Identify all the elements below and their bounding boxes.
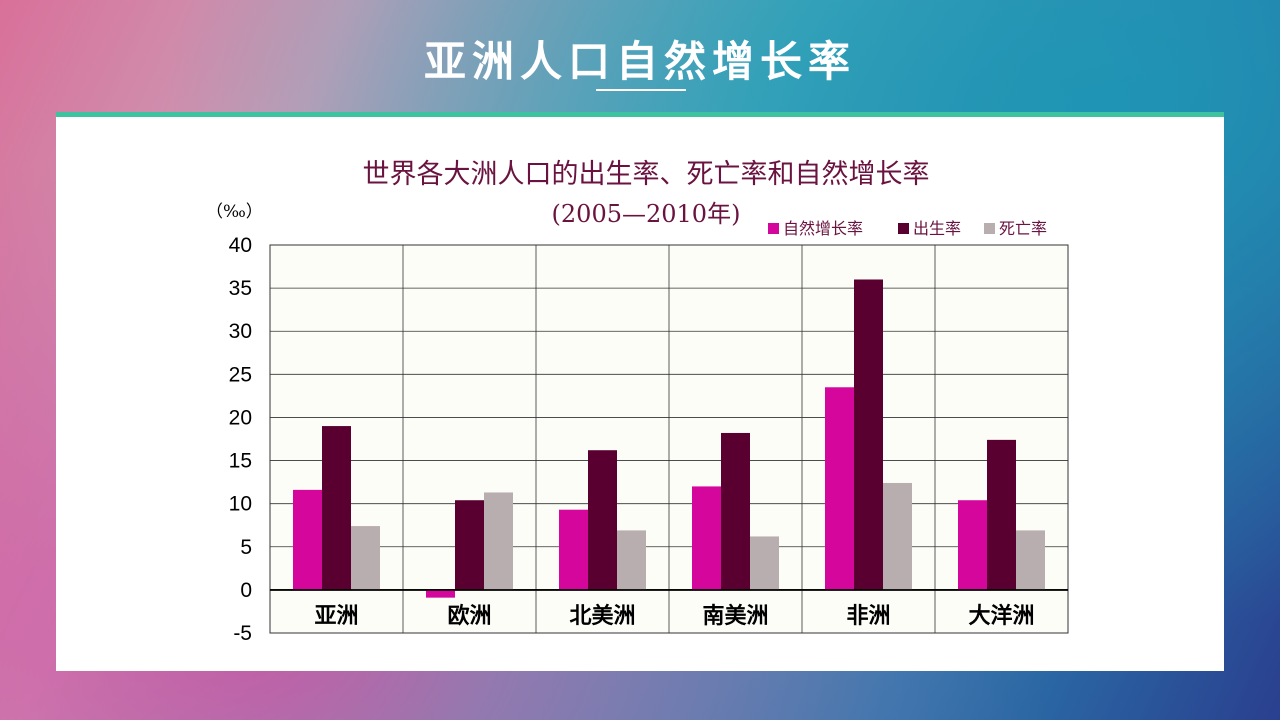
x-category-label: 欧洲: [447, 603, 491, 629]
bar-natural_growth-1: [426, 589, 455, 598]
bar-natural_growth-2: [559, 509, 588, 590]
x-category-label: 北美洲: [569, 603, 635, 629]
bar-birth-5: [987, 439, 1016, 590]
y-tick-label: 10: [229, 493, 252, 516]
title-underline: [596, 89, 686, 91]
bar-birth-1: [455, 500, 484, 590]
bar-death-0: [351, 526, 380, 590]
x-category-label: 非洲: [846, 603, 890, 629]
y-tick-label: 35: [229, 277, 252, 300]
y-tick-label: 30: [229, 320, 252, 343]
bar-birth-0: [322, 426, 351, 590]
bar-natural_growth-3: [692, 486, 721, 590]
legend-swatch-birth: [898, 223, 909, 234]
x-category-label: 亚洲: [314, 603, 358, 629]
chart-panel: 世界各大洲人口的出生率、死亡率和自然增长率 (2005—2010年) （‰） 4…: [56, 112, 1224, 671]
chart-subtitle: (2005—2010年): [552, 200, 741, 228]
y-tick-label: 20: [229, 406, 252, 429]
legend-swatch-natural_growth: [768, 223, 779, 234]
bar-death-5: [1016, 530, 1045, 590]
bar-natural_growth-4: [825, 387, 854, 590]
y-axis-unit: （‰）: [206, 202, 263, 222]
page-title: 亚洲人口自然增长率: [423, 37, 856, 86]
bar-birth-2: [588, 450, 617, 590]
chart-title: 世界各大洲人口的出生率、死亡率和自然增长率: [363, 159, 930, 190]
y-tick-label: 5: [240, 536, 252, 559]
y-tick-label: -5: [233, 622, 252, 645]
legend-label: 出生率: [913, 219, 961, 238]
bar-natural_growth-5: [958, 500, 987, 590]
x-category-label: 南美洲: [702, 603, 768, 629]
y-tick-label: 25: [229, 363, 252, 386]
legend-swatch-death: [984, 223, 995, 234]
chart: 世界各大洲人口的出生率、死亡率和自然增长率 (2005—2010年) （‰） 4…: [206, 159, 1069, 645]
y-tick-label: 15: [229, 450, 252, 473]
bar-death-1: [484, 492, 513, 590]
bar-death-3: [750, 536, 779, 590]
bar-birth-3: [721, 432, 750, 590]
legend-label: 自然增长率: [783, 219, 863, 238]
legend-label: 死亡率: [999, 219, 1047, 238]
y-tick-label: 40: [229, 234, 252, 257]
bar-death-4: [883, 482, 912, 590]
y-tick-label: 0: [240, 579, 252, 602]
plot-border: [269, 244, 1069, 634]
bar-death-2: [617, 530, 646, 590]
bar-natural_growth-0: [293, 489, 322, 590]
bar-birth-4: [854, 279, 883, 590]
x-category-label: 大洋洲: [968, 603, 1034, 629]
